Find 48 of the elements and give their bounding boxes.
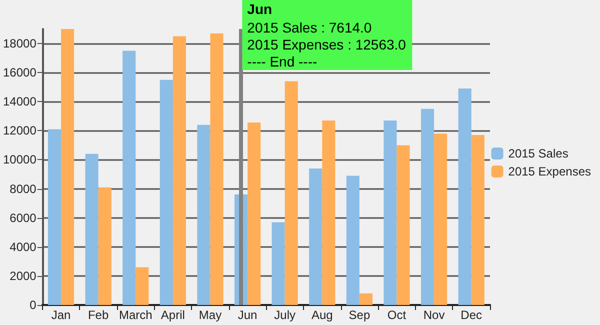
y-tick-label: 2000 [10, 268, 37, 283]
bar [48, 129, 62, 305]
bar [420, 108, 434, 305]
y-tick-label: 14000 [2, 94, 37, 109]
x-tick-label: Dec [460, 308, 482, 322]
bar [359, 293, 372, 305]
y-tick-label: 4000 [10, 240, 37, 254]
y-tick-label: 6000 [10, 210, 37, 225]
bar [248, 122, 261, 305]
bar [160, 80, 173, 305]
bar [98, 187, 112, 305]
annotation: Jun 2015 Sales : 7614.0 2015 Expenses : 12563.0 ---- End ---- [247, 1, 406, 70]
bar [172, 36, 186, 305]
x-tick-label: Aug [311, 308, 333, 322]
bar [346, 176, 360, 305]
bar [136, 267, 149, 305]
bar [122, 50, 136, 305]
bar [458, 88, 472, 305]
y-tick-label: 8000 [10, 182, 37, 196]
bar [284, 81, 298, 305]
y-tick-label: 12000 [2, 124, 37, 138]
y-tick-label: 18000 [2, 36, 37, 51]
bar [384, 120, 397, 305]
x-tick-label: Feb [88, 308, 109, 322]
bar [272, 222, 285, 305]
bar [210, 33, 224, 305]
x-tick-label: July [274, 308, 296, 322]
x-tick-label: May [198, 308, 222, 322]
x-tick-label: Sep [348, 308, 370, 322]
x-tick-label: March [118, 308, 152, 322]
bar [309, 168, 322, 305]
x-tick-label: Oct [387, 308, 407, 322]
x-tick-label: Jun [238, 308, 258, 322]
bar [61, 29, 74, 305]
legend-label: 2015 Expenses [508, 164, 592, 178]
bar [396, 145, 410, 305]
bar [471, 135, 484, 305]
y-tick-label: 10000 [2, 152, 37, 167]
legend-label: 2015 Sales [508, 146, 568, 160]
x-tick-label: April [160, 308, 185, 322]
y-tick-label: 16000 [2, 66, 37, 80]
bar [434, 134, 448, 305]
y-tick-label: 0 [30, 298, 37, 312]
bar [85, 154, 98, 305]
bar [322, 120, 336, 305]
x-tick-label: Nov [423, 308, 445, 322]
x-tick-label: Jan [51, 308, 71, 322]
bar [197, 124, 210, 305]
